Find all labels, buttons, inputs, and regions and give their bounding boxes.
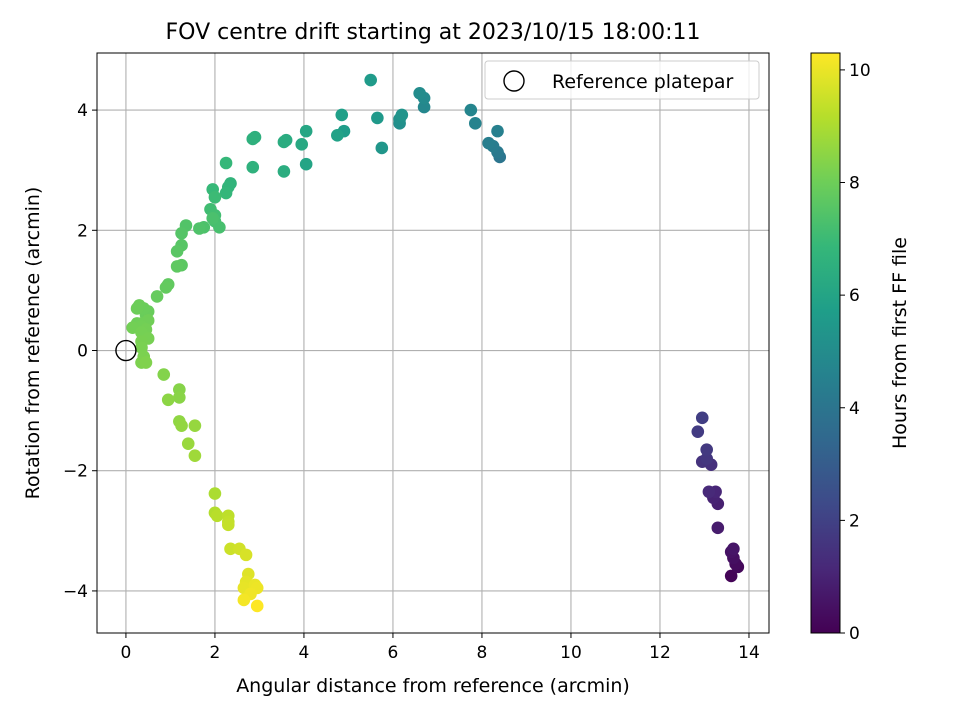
x-tick-label: 6 xyxy=(388,643,399,663)
scatter-point xyxy=(395,108,409,122)
scatter-point xyxy=(464,103,478,117)
scatter-point xyxy=(468,117,482,130)
scatter-point xyxy=(157,368,171,381)
scatter-point xyxy=(150,290,164,303)
scatter-point xyxy=(181,437,195,450)
scatter-point xyxy=(702,485,716,499)
y-tick-label: −2 xyxy=(63,462,88,482)
scatter-point xyxy=(188,449,202,462)
scatter-point xyxy=(139,356,153,369)
y-tick-label: 4 xyxy=(77,101,88,121)
x-tick-label: 4 xyxy=(299,643,310,663)
scatter-point xyxy=(727,542,740,556)
scatter-point xyxy=(130,302,144,315)
scatter-point xyxy=(210,509,224,523)
scatter-point xyxy=(173,391,186,404)
x-tick-label: 2 xyxy=(210,643,221,663)
scatter-point xyxy=(331,129,344,142)
legend-reference-marker xyxy=(503,70,525,92)
scatter-point xyxy=(237,593,251,607)
x-axis-ticks: 0 2 4 6 8 10 12 14 xyxy=(121,633,760,663)
scatter-point xyxy=(371,111,384,125)
colorbar-tick-label: 2 xyxy=(849,511,860,531)
scatter-point xyxy=(695,411,709,425)
y-tick-label: 2 xyxy=(77,221,88,241)
scatter-point xyxy=(335,108,349,122)
scatter-point xyxy=(206,211,220,225)
scatter-point xyxy=(277,135,291,149)
x-axis-label: Angular distance from reference (arcmin) xyxy=(236,675,630,697)
y-tick-label: 0 xyxy=(77,342,88,362)
legend: Reference platepar xyxy=(484,60,760,100)
scatter-point xyxy=(491,124,504,138)
y-axis-ticks: −4 −2 0 2 4 xyxy=(63,101,97,602)
scatter-point xyxy=(170,260,184,273)
scatter-point xyxy=(159,281,173,294)
reference-marker-layer xyxy=(115,339,137,362)
legend-label: Reference platepar xyxy=(552,71,734,93)
scatter-point xyxy=(161,393,175,407)
scatter-point xyxy=(221,518,235,532)
scatter-point xyxy=(299,157,313,171)
scatter-point xyxy=(219,186,233,200)
scatter-point xyxy=(691,425,705,438)
scatter-point xyxy=(250,599,264,613)
scatter-point xyxy=(299,124,313,138)
scatter-point xyxy=(175,227,188,240)
scatter-point xyxy=(295,138,309,151)
scatter-point xyxy=(711,521,725,535)
scatter-point xyxy=(246,160,260,174)
colorbar: 0 2 4 6 8 10 Hours from first FF file xyxy=(810,52,911,644)
scatter-point xyxy=(700,452,713,465)
axes-frame xyxy=(96,52,770,634)
colorbar-tick-label: 6 xyxy=(849,286,860,306)
colorbar-label: Hours from first FF file xyxy=(889,237,911,449)
scatter-point xyxy=(170,245,184,258)
colorbar-tick-label: 10 xyxy=(849,61,871,81)
x-tick-label: 12 xyxy=(649,643,671,663)
plot-area: 0 2 4 6 8 10 12 14 −4 −2 0 2 4 xyxy=(63,52,770,663)
scatter-point xyxy=(413,86,426,100)
colorbar-tick-label: 4 xyxy=(849,399,860,419)
y-tick-label: −4 xyxy=(63,582,88,602)
scatter-point xyxy=(375,141,389,155)
x-tick-label: 8 xyxy=(477,643,488,663)
y-axis-label: Rotation from reference (arcmin) xyxy=(22,187,44,500)
scatter-point xyxy=(193,222,206,235)
x-tick-label: 0 xyxy=(121,643,132,663)
x-tick-label: 10 xyxy=(560,643,582,663)
colorbar-tick-label: 0 xyxy=(849,624,860,644)
colorbar-gradient xyxy=(810,52,841,634)
colorbar-ticks: 0 2 4 6 8 10 xyxy=(840,61,871,644)
scatter-point xyxy=(208,487,222,500)
scatter-point xyxy=(246,132,260,146)
scatter-point xyxy=(175,419,188,432)
chart-title: FOV centre drift starting at 2023/10/15 … xyxy=(166,20,701,45)
x-tick-label: 14 xyxy=(738,643,760,663)
scatter-point xyxy=(417,100,431,114)
reference-platepar-marker xyxy=(115,339,137,362)
legend-box xyxy=(484,60,760,100)
scatter-point xyxy=(724,569,738,583)
scatter-point xyxy=(208,190,222,204)
scatter-point xyxy=(277,165,291,178)
scatter-point xyxy=(188,419,202,432)
data-points xyxy=(126,73,745,613)
colorbar-tick-label: 8 xyxy=(849,174,860,194)
scatter-point xyxy=(213,221,226,234)
scatter-point xyxy=(364,73,377,87)
scatter-point xyxy=(224,542,237,556)
scatter-point xyxy=(219,156,233,170)
scatter-point xyxy=(482,136,495,150)
scatter-point xyxy=(239,548,253,562)
scatter-point xyxy=(700,443,713,456)
